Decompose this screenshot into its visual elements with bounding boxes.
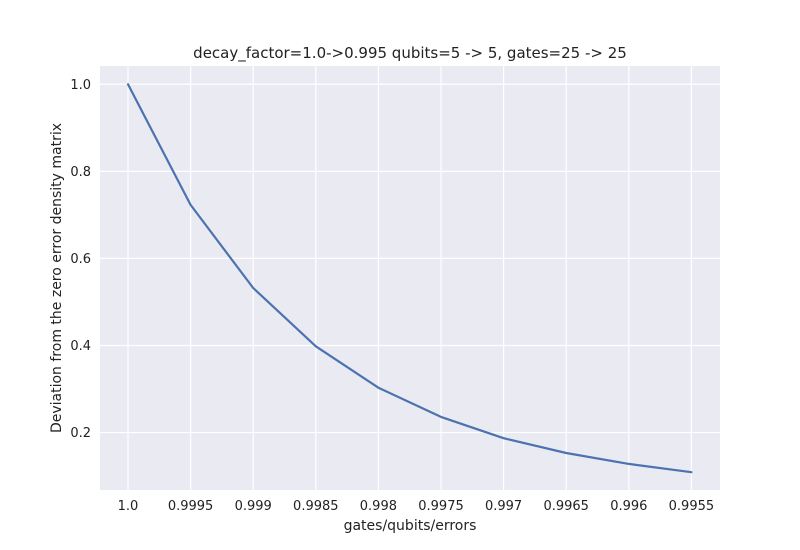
- y-axis-label: Deviation from the zero error density ma…: [49, 123, 65, 433]
- x-axis-label: gates/qubits/errors: [344, 518, 477, 534]
- x-tick-label: 0.998: [360, 499, 397, 514]
- y-tick-label: 0.2: [70, 426, 91, 441]
- plot-area: [100, 66, 720, 490]
- x-tick-label: 0.9965: [543, 499, 589, 514]
- x-tick-label: 0.9975: [418, 499, 464, 514]
- series-line: [126, 83, 693, 474]
- x-tick-label: 0.999: [235, 499, 272, 514]
- y-tick-label: 0.4: [70, 339, 91, 354]
- chart-title: decay_factor=1.0->0.995 qubits=5 -> 5, g…: [193, 44, 627, 63]
- y-tick-label: 1.0: [70, 78, 91, 93]
- x-tick-label: 0.9955: [669, 499, 715, 514]
- y-tick-labels: 0.2 0.4 0.6 0.8 1.0: [70, 78, 91, 441]
- y-tick-label: 0.6: [70, 252, 91, 267]
- x-tick-label: 0.996: [610, 499, 647, 514]
- grid-lines: [100, 66, 720, 490]
- x-tick-label: 0.9985: [293, 499, 339, 514]
- series-layer: [126, 83, 693, 474]
- x-tick-labels: 1.0 0.9995 0.999 0.9985 0.998 0.9975 0.997 0.99…: [118, 499, 714, 514]
- x-tick-label: 0.9995: [168, 499, 214, 514]
- x-tick-label: 0.997: [485, 499, 522, 514]
- y-tick-label: 0.8: [70, 165, 91, 180]
- x-tick-label: 1.0: [118, 499, 139, 514]
